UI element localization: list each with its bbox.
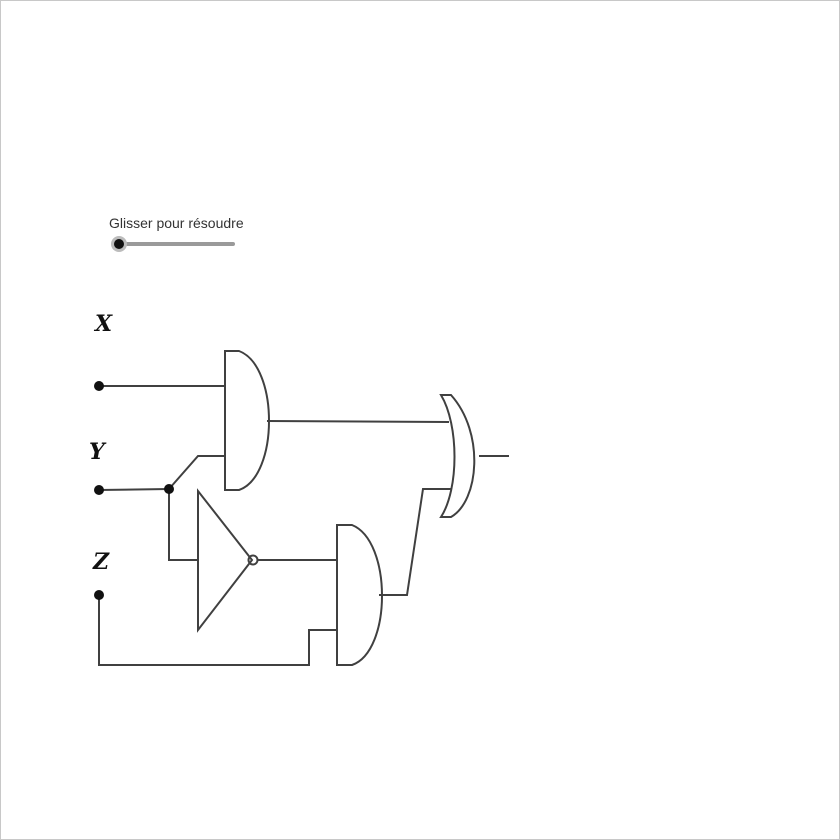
wire-z-to-and2 bbox=[98, 595, 337, 666]
slider-label: Glisser pour résoudre bbox=[109, 215, 244, 231]
and-gate-2 bbox=[336, 524, 383, 666]
or-gate bbox=[439, 394, 476, 518]
input-node-y bbox=[94, 485, 104, 495]
solve-slider-knob[interactable] bbox=[111, 236, 127, 252]
input-node-z bbox=[94, 590, 104, 600]
junction-node-y bbox=[164, 484, 174, 494]
solve-slider-track[interactable] bbox=[119, 242, 235, 246]
wire-junction-to-not bbox=[168, 489, 198, 561]
wire-junction-to-and1 bbox=[168, 455, 225, 490]
input-label-x: X bbox=[95, 311, 113, 337]
input-label-z: Z bbox=[93, 549, 110, 575]
not-gate bbox=[197, 488, 254, 633]
wire-and2-to-or bbox=[379, 488, 451, 596]
wire-y-to-junction bbox=[98, 488, 170, 491]
input-label-y: Y bbox=[89, 439, 105, 465]
input-node-x bbox=[94, 381, 104, 391]
and-gate-1 bbox=[224, 350, 270, 491]
wire-and1-to-or bbox=[266, 420, 450, 423]
not-gate-bubble bbox=[247, 554, 259, 566]
